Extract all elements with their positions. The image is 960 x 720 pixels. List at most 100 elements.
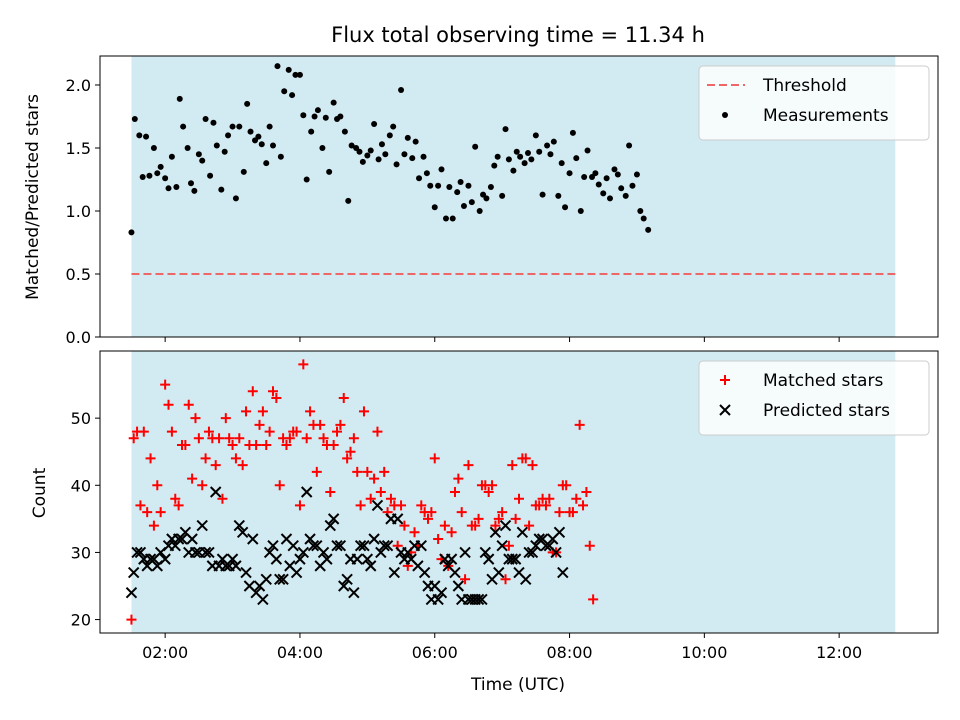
predicted-star-point	[257, 593, 269, 606]
measurement-point	[592, 170, 599, 177]
measurement-point	[221, 148, 228, 155]
matched-star-point	[247, 386, 258, 397]
legend-box	[698, 360, 930, 436]
measurement-point	[326, 168, 333, 175]
predicted-star-point	[159, 553, 171, 565]
matched-star-point	[500, 574, 511, 585]
matched-star-point	[291, 426, 302, 437]
matched-star-point	[399, 520, 410, 531]
matched-star-point	[456, 507, 467, 518]
predicted-star-point	[493, 566, 505, 579]
measurement-point	[603, 175, 610, 182]
measurement-point	[562, 204, 569, 211]
measurement-point	[584, 147, 591, 154]
predicted-star-point	[300, 486, 313, 498]
measurement-point	[345, 197, 352, 204]
measurement-point	[536, 148, 543, 155]
predicted-star-point	[509, 553, 522, 565]
measurement-point	[225, 132, 232, 139]
predicted-star-point	[381, 540, 394, 552]
legend-predicted-swatch	[719, 404, 731, 416]
matched-star-point	[126, 614, 137, 625]
matched-star-point	[241, 406, 252, 417]
measurement-point	[517, 153, 524, 160]
y-tick-label: 1.0	[66, 202, 91, 221]
matched-star-point	[514, 493, 524, 504]
x-tick-label: 12:00	[816, 643, 862, 662]
matched-star-point	[160, 379, 171, 390]
measurement-point	[457, 179, 464, 186]
measurement-point	[266, 123, 273, 130]
measurement-point	[232, 195, 239, 202]
matched-star-point	[588, 594, 599, 605]
matched-star-point	[214, 433, 225, 444]
measurement-point	[143, 133, 150, 140]
series-x	[125, 486, 569, 606]
measurement-point	[300, 112, 307, 119]
measurement-point	[281, 88, 288, 95]
measurement-point	[240, 168, 247, 175]
matched-star-point	[155, 507, 166, 518]
measurement-point	[378, 141, 385, 148]
measurement-point	[476, 207, 483, 214]
chart-title: Flux total observing time = 11.34 h	[331, 23, 705, 47]
matched-star-point	[429, 453, 440, 464]
measurement-point	[131, 116, 138, 123]
measurement-point	[409, 155, 416, 162]
matched-star-point	[220, 413, 231, 424]
matched-star-point	[173, 500, 184, 511]
predicted-star-point	[361, 553, 374, 565]
y-tick-label: 0.5	[66, 265, 91, 284]
measurement-point	[213, 142, 220, 149]
measurement-point	[420, 153, 427, 160]
measurement-point	[633, 171, 640, 178]
matched-star-point	[138, 426, 149, 437]
predicted-star-point	[321, 553, 333, 565]
predicted-star-point	[240, 566, 252, 579]
matched-star-point	[251, 440, 262, 450]
measurement-point	[139, 173, 146, 180]
legend-label: Threshold	[762, 76, 847, 96]
measurement-point	[423, 170, 430, 177]
legend-measurement-swatch	[722, 112, 728, 118]
measurement-point	[303, 176, 310, 183]
legend-box	[698, 65, 930, 141]
predicted-star-point	[358, 540, 370, 552]
matched-star-point	[453, 473, 464, 484]
predicted-star-point	[189, 546, 202, 559]
measurement-point	[412, 138, 419, 145]
measurement-point	[606, 195, 613, 202]
measurement-point	[247, 128, 254, 135]
measurement-point	[184, 144, 191, 151]
matched-star-point	[170, 493, 181, 504]
predicted-star-point	[203, 546, 215, 559]
matched-star-point	[318, 433, 329, 444]
measurement-point	[569, 129, 576, 136]
predicted-star-point	[196, 519, 208, 532]
measurement-point	[513, 148, 520, 155]
measurement-point	[468, 199, 475, 206]
matched-star-point	[163, 399, 174, 410]
measurement-point	[491, 162, 498, 169]
axes-frame	[99, 55, 939, 338]
series-dot	[128, 63, 652, 236]
predicted-star-point	[186, 533, 198, 545]
y-tick-label: 20	[71, 611, 91, 630]
matched-star-point	[325, 487, 336, 497]
predicted-star-point	[294, 553, 306, 565]
predicted-star-point	[351, 553, 363, 565]
predicted-star-point	[348, 587, 360, 599]
predicted-star-point	[297, 546, 310, 559]
measurement-point	[629, 182, 636, 189]
measurement-point	[431, 204, 438, 211]
measurement-point	[555, 192, 562, 199]
matched-star-point	[257, 406, 268, 417]
x-tick-label: 08:00	[546, 643, 592, 662]
predicted-star-point	[479, 546, 492, 559]
measurement-point	[622, 192, 629, 199]
predicted-star-point	[270, 553, 283, 565]
legend: Threshold Measurements	[698, 65, 930, 141]
y-tick-label: 40	[71, 476, 91, 495]
measurement-point	[539, 191, 546, 198]
measurement-point	[191, 187, 198, 194]
